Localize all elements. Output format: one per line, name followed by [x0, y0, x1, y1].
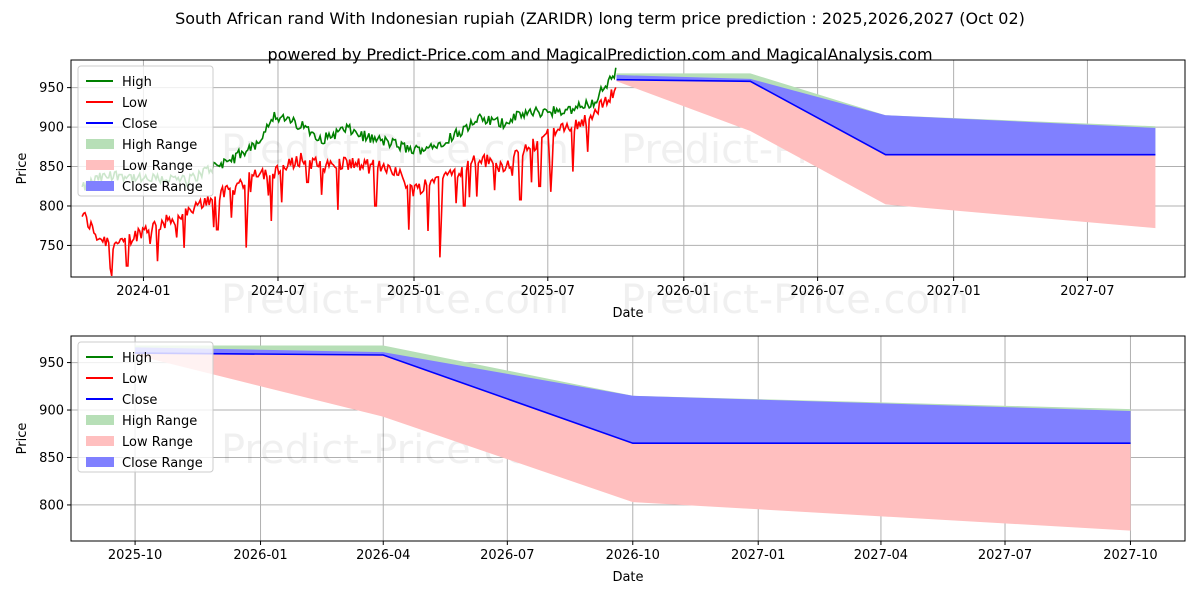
- legend-label: Close: [122, 393, 157, 408]
- x-tick-label: 2024-07: [251, 284, 305, 299]
- y-tick-label: 900: [39, 404, 64, 419]
- x-tick-label: 2027-07: [978, 548, 1032, 563]
- legend-label: Low Range: [122, 159, 193, 174]
- legend-label: Low: [122, 96, 148, 111]
- x-axis-label: Date: [612, 570, 643, 585]
- close-line: [616, 78, 1156, 156]
- close-range-band: [135, 347, 1131, 444]
- legend-label: Low Range: [122, 435, 193, 450]
- legend-label: Close Range: [122, 456, 203, 471]
- legend-label: High Range: [122, 414, 197, 429]
- chart-panel-2: Predict-Price.comPredict-Price.com2025-1…: [15, 335, 1186, 585]
- watermark: Predict-Price.com: [221, 127, 569, 173]
- x-tick-label: 2025-10: [108, 548, 162, 563]
- y-tick-label: 800: [39, 498, 64, 513]
- legend-label: Close Range: [122, 180, 203, 195]
- x-tick-label: 2024-01: [116, 284, 170, 299]
- x-axis-label: Date: [612, 306, 643, 321]
- chart-title: South African rand With Indonesian rupia…: [175, 9, 1025, 28]
- legend: High Low Close High Range Low Range Close Ran…: [77, 65, 214, 197]
- chart-panel-1: Predict-Price.com Predict-Price.com Predic…: [15, 59, 1186, 323]
- y-tick-label: 800: [39, 199, 64, 214]
- legend-swatch-close-range: [86, 457, 114, 467]
- axes-frame: [70, 335, 1186, 542]
- watermark: Predict-Price.com: [621, 277, 969, 323]
- y-axis-label: Price: [15, 153, 30, 185]
- plot-area: [135, 345, 1131, 531]
- legend-label: High Range: [122, 138, 197, 153]
- y-tick-label: 850: [39, 451, 64, 466]
- x-tick-label: 2027-01: [731, 548, 785, 563]
- y-tick-label: 900: [39, 121, 64, 136]
- y-tick-label: 950: [39, 356, 64, 371]
- legend-label: High: [122, 351, 152, 366]
- legend: High Low Close High Range Low Range Close Ran…: [77, 341, 214, 473]
- x-tick-label: 2027-10: [1103, 548, 1157, 563]
- x-tick-label: 2027-04: [854, 548, 908, 563]
- y-tick-label: 850: [39, 160, 64, 175]
- axes-frame: [70, 59, 1186, 278]
- y-tick-label: 750: [39, 239, 64, 254]
- low-range-band: [135, 351, 1131, 531]
- legend-swatch-high-range: [86, 139, 114, 149]
- x-tick-label: 2025-07: [521, 284, 575, 299]
- close-line: [135, 352, 1131, 444]
- x-tick-label: 2026-07: [480, 548, 534, 563]
- x-tick-label: 2025-01: [387, 284, 441, 299]
- legend-label: High: [122, 75, 152, 90]
- legend-swatch-low-range: [86, 436, 114, 446]
- y-axis-label: Price: [15, 423, 30, 455]
- x-tick-label: 2027-07: [1060, 284, 1114, 299]
- legend-swatch-high-range: [86, 415, 114, 425]
- legend-swatch-close-range: [86, 181, 114, 191]
- x-tick-label: 2027-01: [926, 284, 980, 299]
- low-line: [81, 87, 617, 277]
- watermark: Predict-Price.com: [221, 277, 569, 323]
- x-tick-label: 2026-04: [356, 548, 410, 563]
- legend-swatch-low-range: [86, 160, 114, 170]
- x-tick-label: 2026-10: [606, 548, 660, 563]
- close-range-band: [616, 75, 1156, 155]
- legend-label: Close: [122, 117, 157, 132]
- legend-label: Low: [122, 372, 148, 387]
- x-tick-label: 2026-07: [790, 284, 844, 299]
- y-tick-label: 950: [39, 81, 64, 96]
- low-range-band: [616, 77, 1156, 229]
- x-tick-label: 2026-01: [657, 284, 711, 299]
- x-tick-label: 2026-01: [233, 548, 287, 563]
- chart-subtitle: powered by Predict-Price.com and Magical…: [267, 45, 933, 64]
